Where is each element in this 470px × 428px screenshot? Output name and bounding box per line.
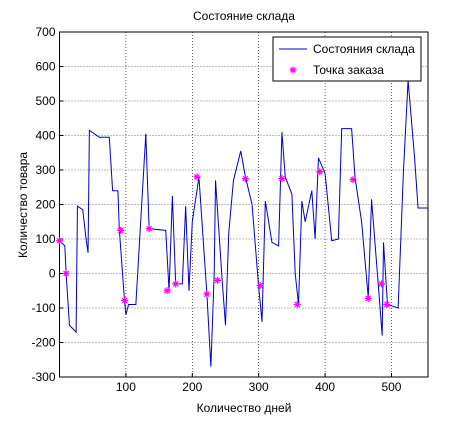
x-axis-label: Количество дней bbox=[197, 401, 292, 415]
x-tick-label: 400 bbox=[315, 380, 335, 394]
legend-label: Состояния склада bbox=[313, 42, 415, 56]
reorder-point bbox=[383, 301, 391, 309]
y-tick-label: 600 bbox=[35, 60, 55, 74]
stock-line bbox=[59, 80, 428, 367]
y-tick-label: 0 bbox=[49, 267, 56, 281]
plot-frame bbox=[59, 31, 429, 378]
reorder-point bbox=[349, 176, 357, 184]
reorder-point bbox=[378, 280, 386, 288]
chart-title: Состояние склада bbox=[193, 9, 295, 23]
y-axis-label: Количество товара bbox=[16, 152, 30, 258]
y-tick-label: 300 bbox=[35, 163, 55, 177]
x-tick-label: 300 bbox=[249, 380, 269, 394]
reorder-point bbox=[145, 225, 153, 233]
reorder-point bbox=[62, 270, 70, 277]
y-tick-label: -100 bbox=[31, 301, 55, 315]
reorder-point bbox=[163, 287, 171, 295]
reorder-point bbox=[117, 226, 125, 234]
legend-label: Точка заказа bbox=[313, 63, 384, 77]
y-tick-label: 700 bbox=[35, 25, 55, 39]
legend: Состояния склада Точка заказа bbox=[272, 36, 422, 82]
reorder-point bbox=[56, 237, 63, 245]
y-tick-label: -300 bbox=[31, 370, 55, 384]
x-tick-label: 100 bbox=[116, 380, 136, 394]
reorder-point bbox=[241, 175, 249, 183]
reorder-point bbox=[172, 280, 180, 288]
y-tick-label: -200 bbox=[31, 336, 55, 350]
reorder-point bbox=[316, 168, 324, 176]
reorder-point bbox=[214, 276, 222, 284]
y-tick-label: 500 bbox=[35, 94, 55, 108]
reorder-point bbox=[121, 296, 129, 304]
reorder-point bbox=[278, 175, 286, 183]
y-tick-label: 100 bbox=[35, 232, 55, 246]
legend-marker bbox=[289, 66, 297, 74]
y-tick-label: 400 bbox=[35, 129, 55, 143]
legend-box bbox=[272, 36, 422, 82]
reorder-point bbox=[293, 301, 301, 309]
reorder-point bbox=[203, 290, 211, 298]
reorder-point bbox=[364, 294, 372, 302]
plot-area bbox=[59, 32, 428, 377]
reorder-point bbox=[256, 282, 264, 290]
x-tick-label: 500 bbox=[381, 380, 401, 394]
x-tick-label: 200 bbox=[182, 380, 202, 394]
reorder-point bbox=[193, 173, 201, 181]
y-tick-label: 200 bbox=[35, 198, 55, 212]
